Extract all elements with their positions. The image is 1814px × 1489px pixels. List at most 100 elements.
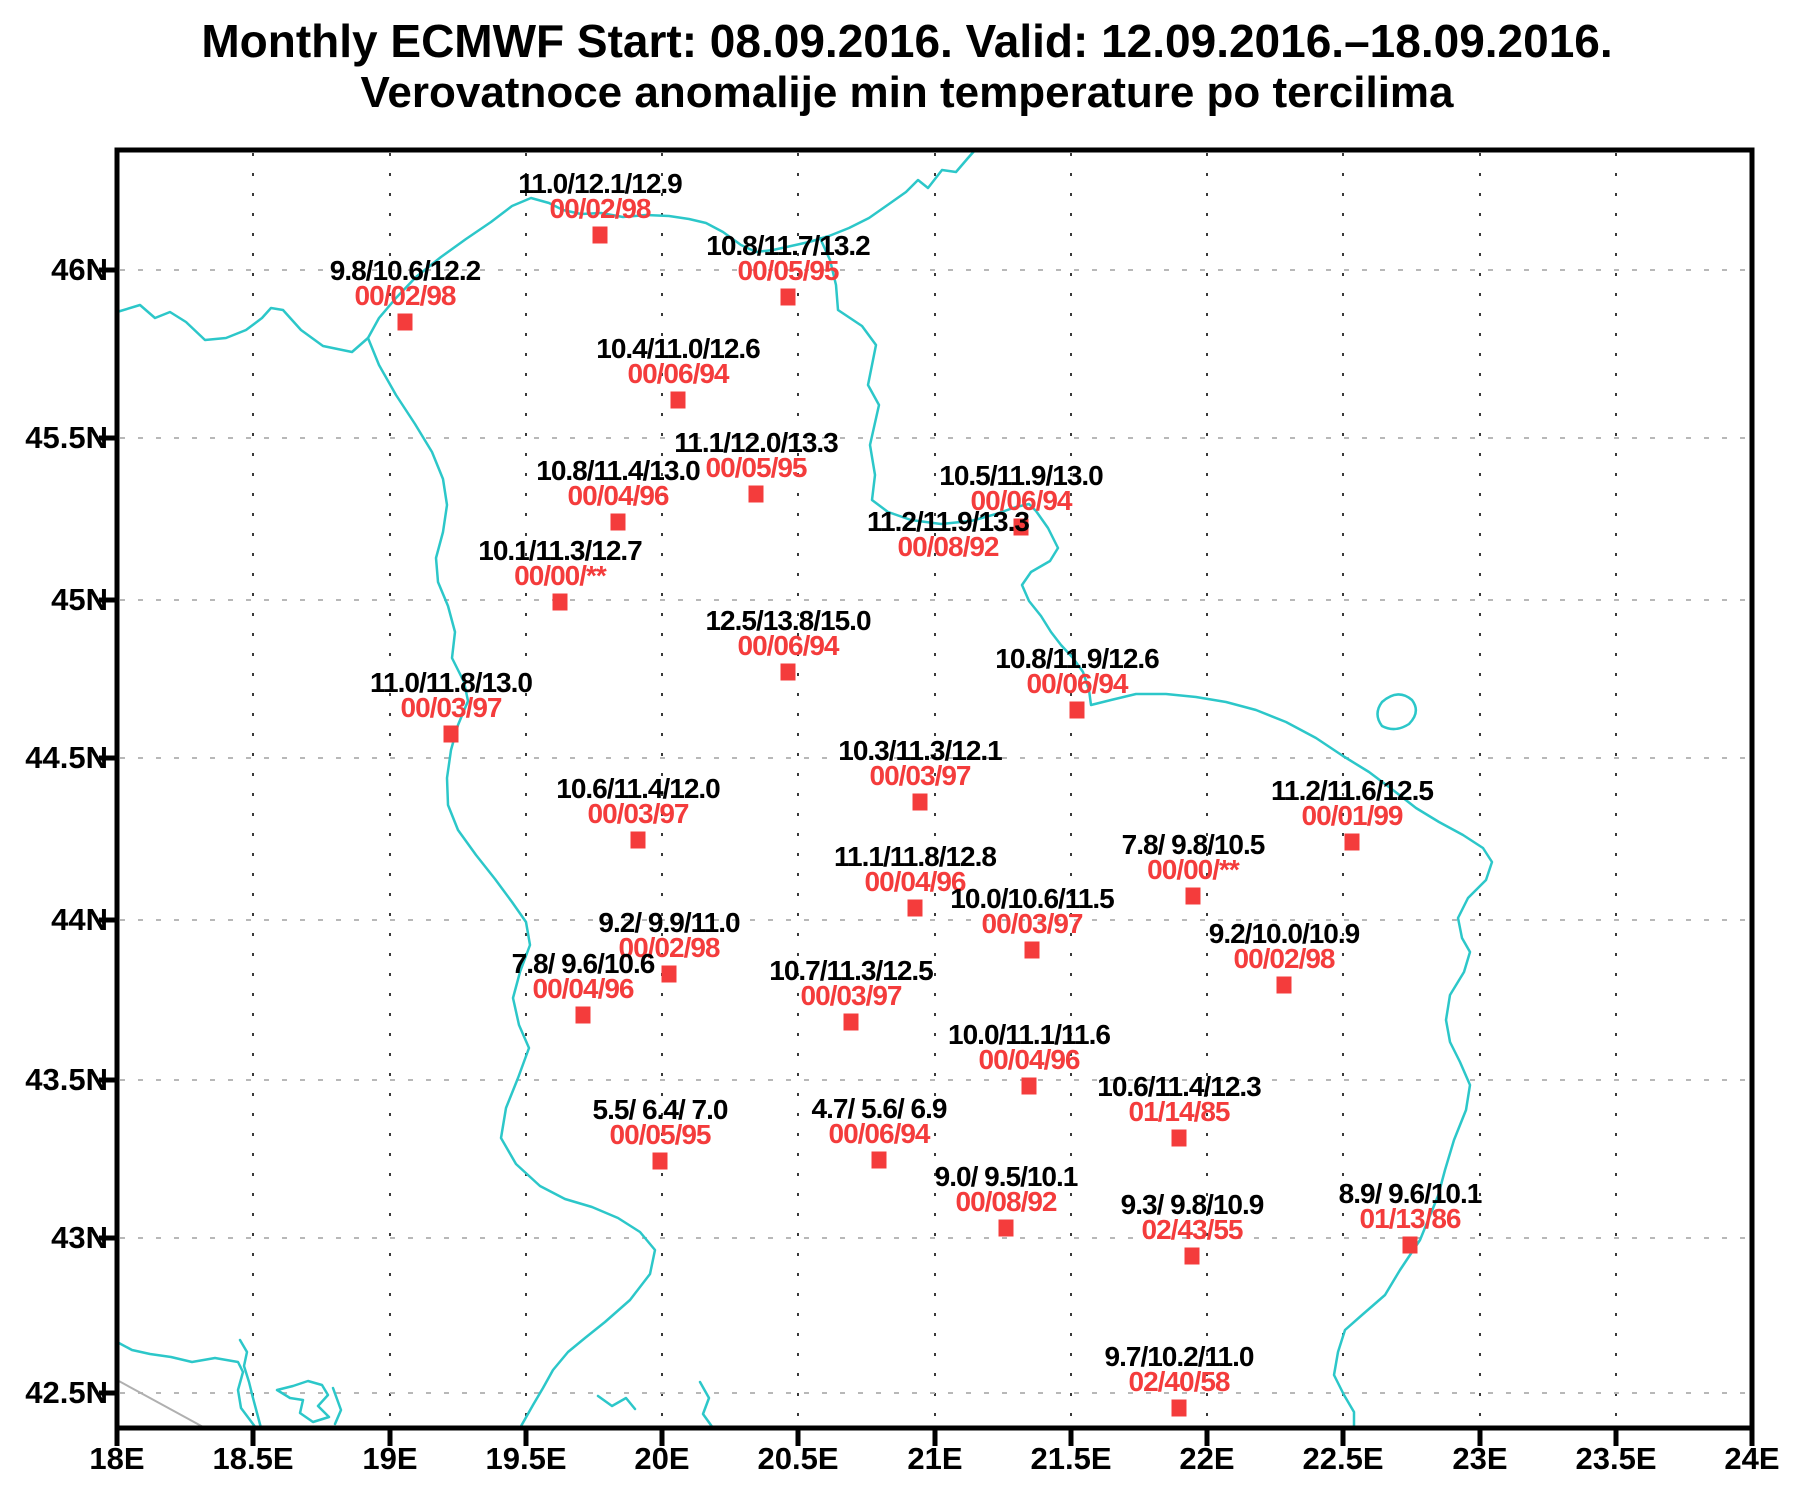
y-axis-label: 45.5N [25,420,108,455]
y-axis-label: 43.5N [25,1062,108,1097]
y-axis-label: 44.5N [25,740,108,775]
station-values: 9.2/ 9.9/11.0 [598,907,740,938]
x-axis-label: 18E [89,1441,145,1476]
station-probabilities: 00/06/94 [1026,668,1129,699]
station-marker [780,288,796,306]
station-values: 8.9/ 9.6/10.1 [1338,1178,1483,1209]
y-axis-label: 46N [51,252,108,287]
station-values: 11.1/11.8/12.8 [834,841,997,872]
border-line-west [366,336,657,1430]
station-marker [1024,941,1040,959]
station-marker [1344,833,1360,851]
station-probabilities: 00/04/96 [978,1044,1081,1075]
border-sw-4 [331,1386,343,1426]
x-axis-label: 20E [634,1441,690,1476]
station-probabilities: 00/03/97 [400,692,503,723]
x-axis-label: 23E [1452,1441,1508,1476]
station-values: 10.7/11.3/12.5 [769,955,934,986]
station-values: 11.0/11.8/13.0 [370,667,533,698]
station-marker [1069,701,1085,719]
station-marker [670,391,686,409]
station-values: 9.3/ 9.8/10.9 [1120,1189,1265,1220]
station-marker [592,226,608,244]
x-axis-label: 18.5E [212,1441,294,1476]
station-values: 10.4/11.0/12.6 [596,333,761,364]
station-marker [907,899,923,917]
station-probabilities: 00/02/98 [1233,943,1336,974]
station-values: 10.8/11.7/13.2 [706,230,871,261]
station-marker [1276,976,1292,994]
x-axis-label: 22E [1179,1441,1235,1476]
station-probabilities: 00/06/94 [737,630,840,661]
border-line-east [818,236,1494,1430]
station-values: 11.2/11.6/12.5 [1271,775,1434,806]
border-sw-1 [115,1340,258,1430]
station-values: 4.7/ 5.6/ 6.9 [811,1093,948,1124]
station-values: 10.0/10.6/11.5 [950,883,1115,914]
station-probabilities: 01/13/86 [1359,1203,1462,1234]
station-values: 11.2/11.9/13.3 [867,506,1030,537]
station-marker [397,313,413,331]
station-values: 10.8/11.9/12.6 [995,643,1160,674]
station-values: 7.8/ 9.6/10.6 [511,948,656,979]
y-axis-label: 45N [51,582,108,617]
border-s-1 [596,1394,637,1411]
station-values: 10.5/11.9/13.0 [939,460,1104,491]
coastline-gray [116,1379,206,1429]
station-marker [1402,1236,1418,1254]
station-probabilities: 00/06/94 [970,485,1073,516]
tick-layer [99,267,1755,1446]
station-probabilities: 00/05/95 [705,452,808,483]
border-s-2 [698,1380,715,1430]
station-marker [652,1152,668,1170]
border-line-north [115,147,978,354]
title-line-2: Verovatnoce anomalije min temperature po… [360,68,1454,117]
station-values: 9.8/10.6/12.2 [329,255,481,286]
station-marker [630,831,646,849]
border-sw-2 [238,1338,263,1430]
station-probabilities: 00/04/96 [532,973,635,1004]
station-probabilities: 00/00/** [514,560,607,591]
station-values: 10.6/11.4/12.3 [1097,1071,1262,1102]
station-values: 11.0/12.1/12.9 [518,168,683,199]
station-marker [748,485,764,503]
station-probabilities: 00/06/94 [627,358,730,389]
x-axis-label: 21E [907,1441,963,1476]
station-marker [998,1219,1014,1237]
station-values: 12.5/13.8/15.0 [705,605,871,636]
station-probabilities: 00/02/98 [618,932,721,963]
y-axis-label: 44N [51,902,108,937]
x-axis-label: 20.5E [757,1441,839,1476]
station-probabilities: 00/04/96 [567,480,670,511]
station-values: 10.6/11.4/12.0 [556,773,721,804]
station-probabilities: 00/05/95 [737,255,840,286]
station-probabilities: 00/02/98 [354,280,457,311]
station-probabilities: 00/00/** [1147,854,1240,885]
x-axis-label: 22.5E [1302,1441,1384,1476]
station-marker [661,965,677,983]
station-marker [1185,887,1201,905]
station-probabilities: 00/05/95 [609,1119,712,1150]
station-marker [1013,518,1029,536]
station-probabilities: 02/43/55 [1141,1214,1244,1245]
y-axis-label: 43N [51,1220,108,1255]
station-values: 9.0/ 9.5/10.1 [934,1161,1079,1192]
station-marker [575,1006,591,1024]
station-values: 9.7/10.2/11.0 [1104,1341,1255,1372]
station-values: 10.0/11.1/11.6 [948,1019,1111,1050]
station-marker [1184,1247,1200,1265]
x-axis-label: 23.5E [1575,1441,1657,1476]
station-marker [610,513,626,531]
country-borders [115,147,1494,1430]
station-probabilities: 00/03/97 [869,760,972,791]
station-probabilities: 02/40/58 [1128,1366,1231,1397]
y-axis-label: 42.5N [25,1375,108,1410]
border-lake [1376,693,1418,731]
x-axis-label: 21.5E [1030,1441,1112,1476]
station-marker [843,1013,859,1031]
station-values: 7.8/ 9.8/10.5 [1121,829,1266,860]
border-sw-3 [275,1379,331,1424]
station-probabilities: 00/03/97 [800,980,903,1011]
station-marker [871,1151,887,1169]
station-values: 10.8/11.4/13.0 [536,455,701,486]
